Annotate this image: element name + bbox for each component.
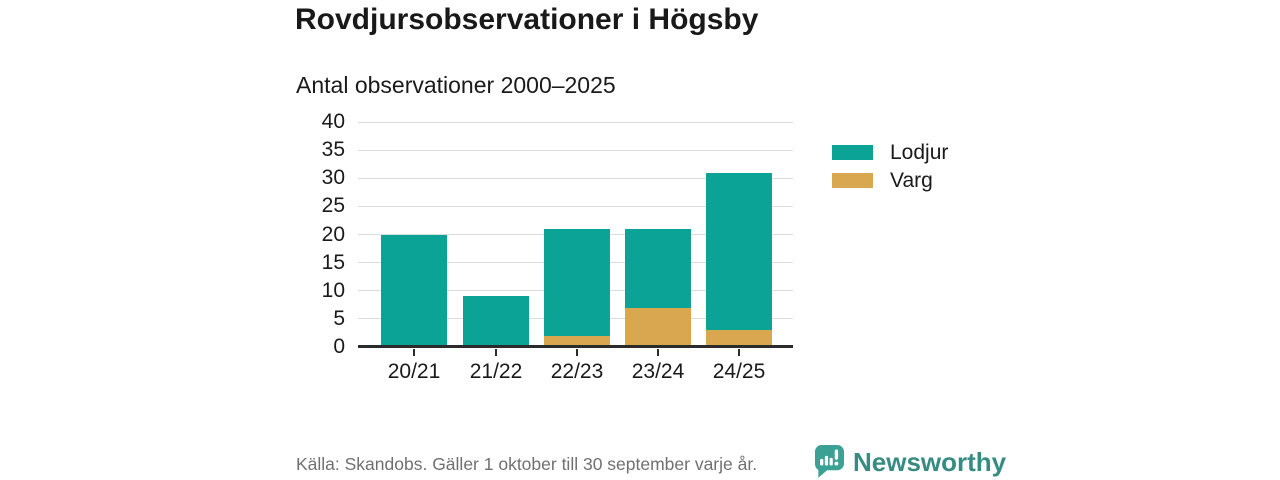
y-axis-label: 10 [321, 278, 345, 302]
bar-segment-varg [625, 307, 691, 347]
gridline [358, 149, 793, 151]
gridline [358, 205, 793, 207]
gridline [358, 177, 793, 179]
chart-title: Rovdjursobservationer i Högsby [295, 3, 759, 36]
chart-subtitle: Antal observationer 2000–2025 [296, 72, 616, 98]
y-axis-label: 30 [321, 166, 345, 190]
y-axis-label: 0 [333, 335, 345, 358]
bar-segment-varg [706, 330, 772, 347]
x-axis-label: 20/21 [387, 360, 441, 383]
x-axis-line [358, 345, 793, 348]
y-axis-label: 5 [333, 306, 345, 330]
y-axis-label: 40 [321, 110, 345, 133]
x-axis-tick [495, 349, 497, 356]
bar-segment-lodjur [625, 228, 691, 308]
bar-segment-lodjur [544, 228, 610, 336]
source-note: Källa: Skandobs. Gäller 1 oktober till 3… [296, 454, 758, 474]
x-axis-label: 24/25 [712, 360, 766, 383]
legend-label: Varg [890, 169, 933, 192]
legend-label: Lodjur [890, 141, 949, 164]
x-axis-label: 22/23 [550, 360, 604, 383]
bar-segment-varg [544, 335, 610, 347]
bar-segment-lodjur [706, 172, 772, 331]
legend-swatch-lodjur [832, 145, 873, 160]
brand-name: Newsworthy [853, 447, 1007, 477]
bar-segment-lodjur [463, 296, 529, 347]
legend-swatch-varg [832, 173, 873, 188]
chart-card: Rovdjursobservationer i Högsby Antal obs… [295, 0, 1006, 480]
x-axis-tick [413, 349, 415, 356]
x-axis-tick [738, 349, 740, 356]
y-axis-label: 35 [321, 138, 345, 162]
y-axis-label: 25 [321, 194, 345, 218]
y-axis-label: 20 [321, 222, 345, 246]
x-axis-tick [576, 349, 578, 356]
x-axis-label: 21/22 [469, 360, 523, 383]
bar-segment-lodjur [381, 234, 447, 347]
gridline [358, 121, 793, 123]
y-axis-label: 15 [321, 250, 345, 274]
plot-area: 0 5 10 15 20 25 30 35 40 20/21 21/22 22/23 23/24 24/2… [295, 0, 985, 420]
newsworthy-icon [814, 445, 845, 478]
x-axis-tick [657, 349, 659, 356]
x-axis-label: 23/24 [631, 360, 685, 383]
newsworthy-logo: Newsworthy [814, 444, 1006, 480]
